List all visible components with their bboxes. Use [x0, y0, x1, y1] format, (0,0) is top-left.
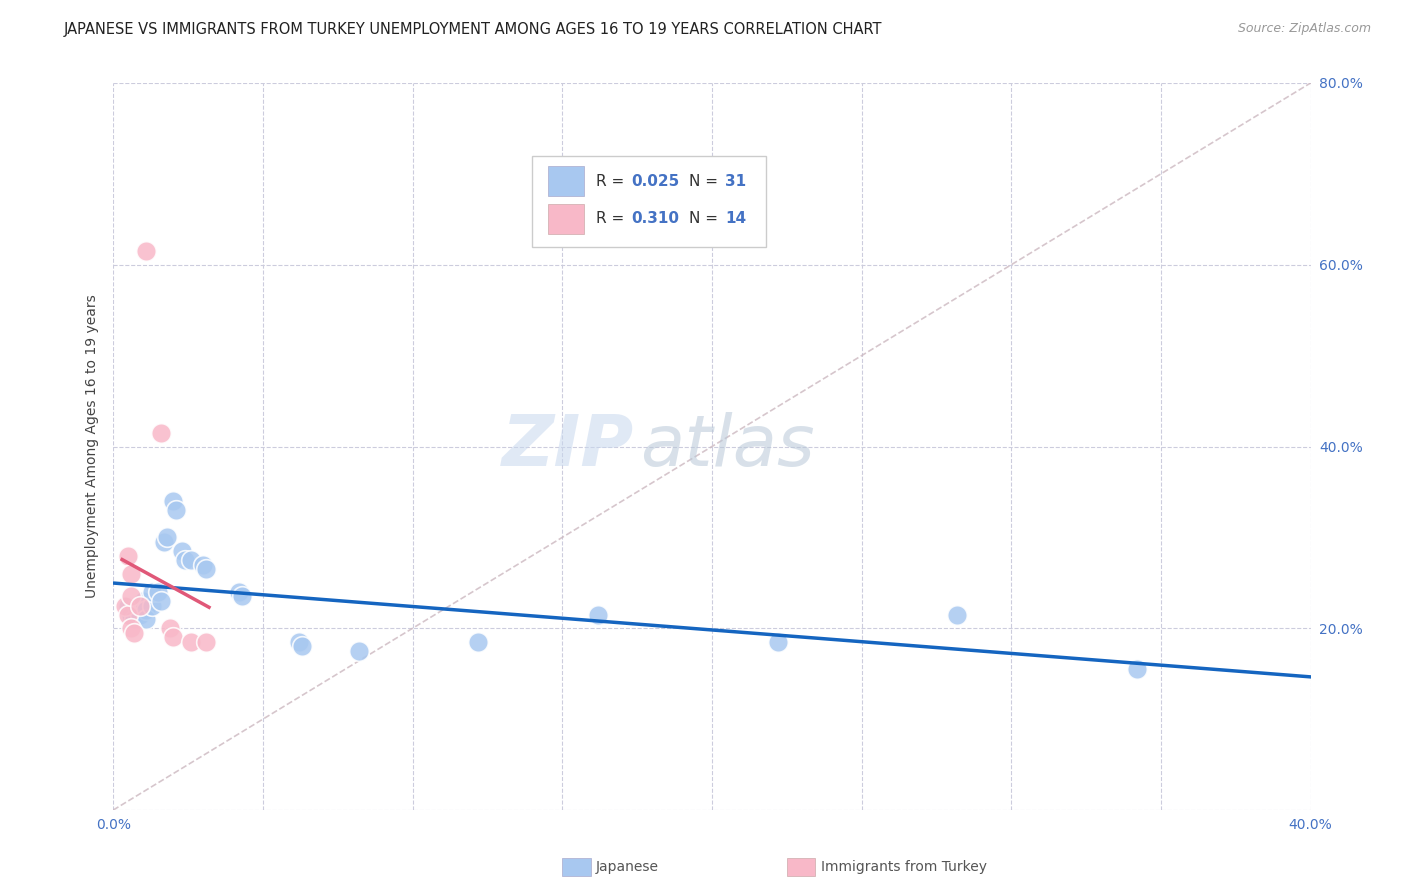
Text: 31: 31	[725, 174, 747, 188]
FancyBboxPatch shape	[548, 203, 583, 235]
Point	[120, 566, 142, 581]
Point	[195, 635, 218, 649]
Text: R =: R =	[596, 211, 628, 227]
Point	[946, 607, 969, 622]
Point	[162, 631, 184, 645]
Point	[159, 621, 181, 635]
Point	[117, 549, 139, 563]
Point	[135, 603, 157, 617]
Text: Immigrants from Turkey: Immigrants from Turkey	[821, 860, 987, 874]
Point	[586, 607, 609, 622]
Text: atlas: atlas	[640, 412, 814, 481]
Point	[122, 612, 145, 626]
Point	[135, 612, 157, 626]
Point	[153, 535, 176, 549]
Point	[129, 607, 152, 622]
FancyBboxPatch shape	[548, 166, 583, 196]
Point	[347, 644, 370, 658]
Point	[146, 585, 169, 599]
Point	[191, 558, 214, 572]
Text: N =: N =	[689, 174, 723, 188]
Point	[180, 553, 202, 567]
Point	[291, 640, 314, 654]
Point	[162, 494, 184, 508]
Point	[117, 607, 139, 622]
Y-axis label: Unemployment Among Ages 16 to 19 years: Unemployment Among Ages 16 to 19 years	[86, 294, 100, 599]
Point	[150, 594, 173, 608]
Text: ZIP: ZIP	[502, 412, 634, 481]
Point	[1126, 662, 1149, 676]
Text: 14: 14	[725, 211, 747, 227]
Point	[135, 244, 157, 258]
Point	[156, 530, 179, 544]
Point	[165, 503, 187, 517]
FancyBboxPatch shape	[533, 155, 766, 246]
Point	[228, 585, 250, 599]
Point	[117, 599, 139, 613]
Point	[127, 599, 149, 613]
Point	[122, 625, 145, 640]
Point	[288, 635, 311, 649]
Text: JAPANESE VS IMMIGRANTS FROM TURKEY UNEMPLOYMENT AMONG AGES 16 TO 19 YEARS CORREL: JAPANESE VS IMMIGRANTS FROM TURKEY UNEMP…	[63, 22, 882, 37]
Point	[120, 590, 142, 604]
Text: 0.310: 0.310	[631, 211, 679, 227]
Text: N =: N =	[689, 211, 723, 227]
Point	[132, 594, 155, 608]
Point	[129, 599, 152, 613]
Text: Japanese: Japanese	[596, 860, 659, 874]
Point	[467, 635, 489, 649]
Point	[170, 544, 193, 558]
Point	[120, 621, 142, 635]
Point	[141, 585, 163, 599]
Point	[114, 599, 136, 613]
Point	[195, 562, 218, 576]
Text: Source: ZipAtlas.com: Source: ZipAtlas.com	[1237, 22, 1371, 36]
Point	[174, 553, 197, 567]
Point	[150, 425, 173, 440]
Point	[120, 607, 142, 622]
Text: 0.025: 0.025	[631, 174, 681, 188]
Text: R =: R =	[596, 174, 628, 188]
Point	[180, 635, 202, 649]
Point	[231, 590, 253, 604]
Point	[141, 599, 163, 613]
Point	[766, 635, 789, 649]
